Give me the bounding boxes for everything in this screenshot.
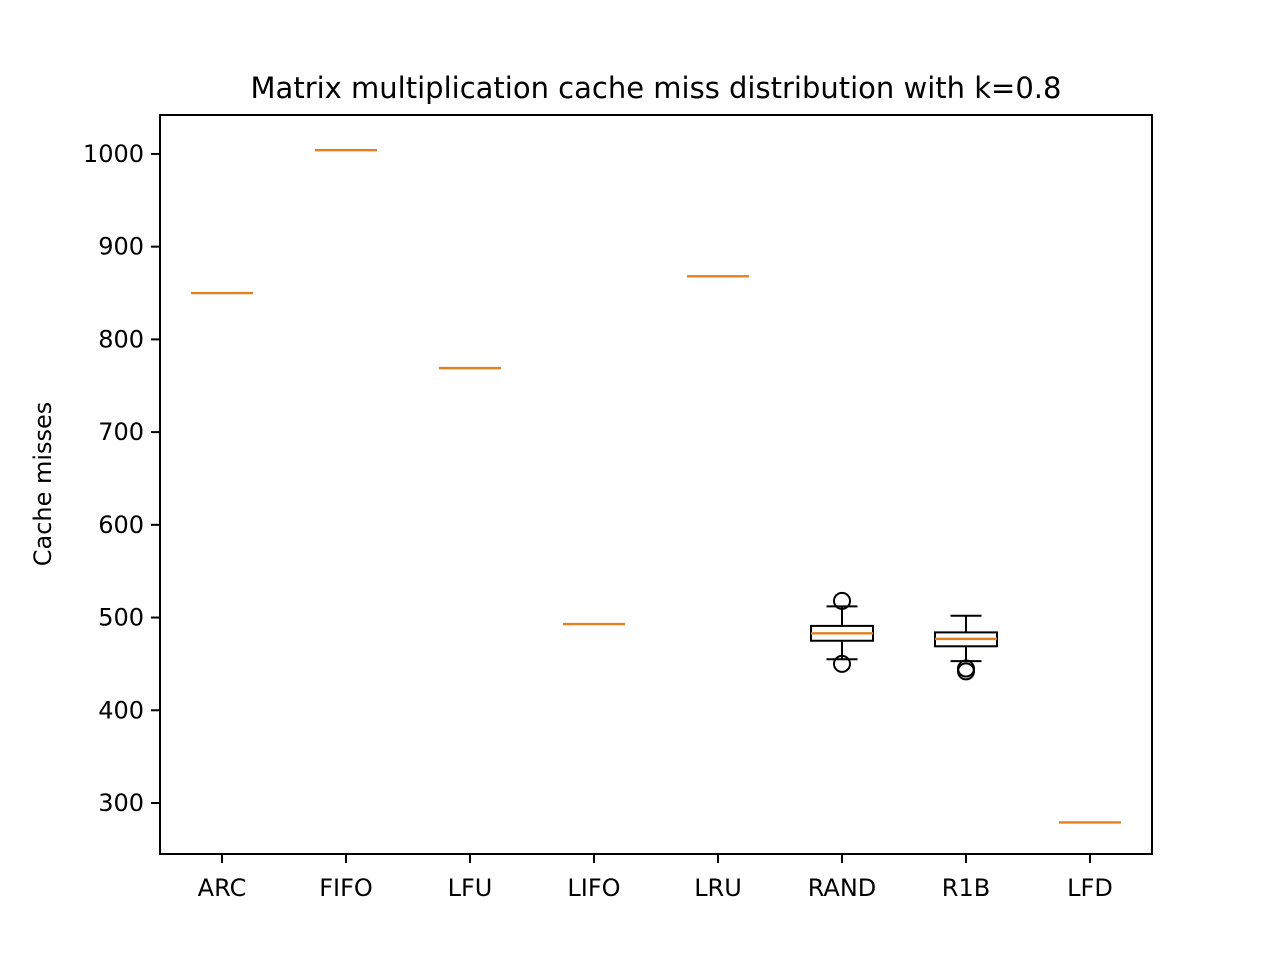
x-tick-label: LFU bbox=[448, 874, 493, 902]
outlier-point bbox=[833, 591, 851, 610]
y-tick-label: 500 bbox=[98, 604, 144, 632]
y-tick-label: 700 bbox=[98, 418, 144, 446]
y-tick-label: 900 bbox=[98, 233, 144, 261]
outlier-point bbox=[833, 654, 851, 673]
y-tick-label: 600 bbox=[98, 511, 144, 539]
x-tick-label: LFD bbox=[1067, 874, 1113, 902]
plot-area: 300 400 500 600 700 800 900 1000 ARC FIFO LFU LIFO L… bbox=[83, 140, 1121, 902]
x-tick-label: ARC bbox=[198, 874, 247, 902]
y-tick-label: 800 bbox=[98, 325, 144, 353]
y-tick-label: 300 bbox=[98, 789, 144, 817]
x-tick-label: LIFO bbox=[567, 874, 620, 902]
x-tick-label: LRU bbox=[694, 874, 742, 902]
chart-title: Matrix multiplication cache miss distrib… bbox=[251, 71, 1062, 105]
x-tick-label: FIFO bbox=[319, 874, 373, 902]
x-tick-label: R1B bbox=[942, 874, 990, 902]
y-axis-label: Cache misses bbox=[29, 402, 57, 567]
y-tick-label: 1000 bbox=[83, 140, 144, 168]
plot-frame bbox=[159, 114, 1153, 855]
x-tick-label: RAND bbox=[808, 874, 877, 902]
outlier-point bbox=[957, 662, 975, 681]
y-tick-label: 400 bbox=[98, 696, 144, 724]
